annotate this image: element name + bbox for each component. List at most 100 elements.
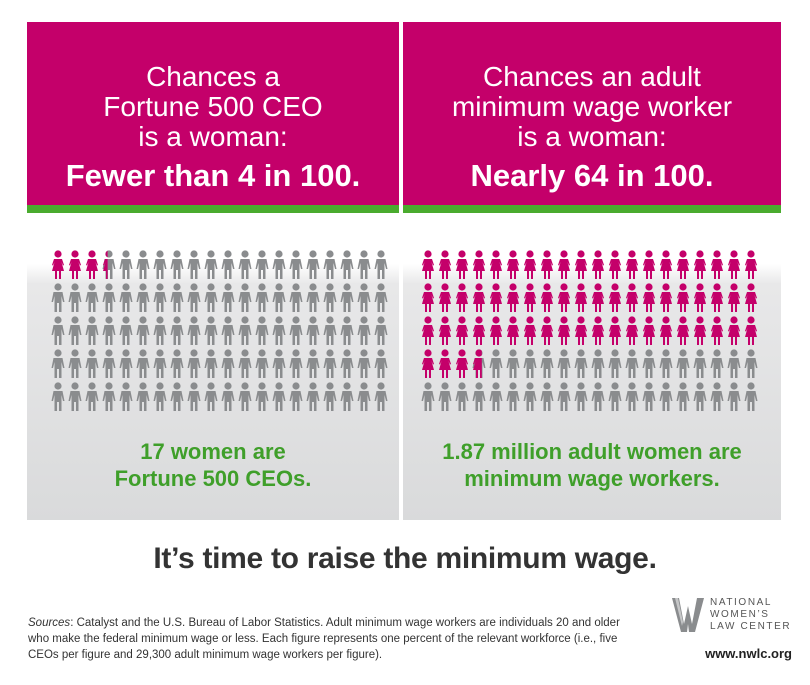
right-person-24-woman	[473, 283, 485, 312]
left-person-32	[238, 283, 252, 312]
left-person-94	[272, 382, 286, 411]
right-person-49-woman	[558, 316, 570, 345]
right-person-46-woman	[507, 316, 519, 345]
right-person-15-woman	[660, 250, 672, 279]
left-person-46	[136, 316, 150, 345]
tagline: It’s time to raise the minimum wage.	[153, 542, 657, 575]
left-caption: 17 women are Fortune 500 CEOs.	[27, 438, 399, 492]
right-person-92	[608, 382, 622, 411]
right-person-45-woman	[490, 316, 502, 345]
left-person-93	[255, 382, 269, 411]
left-person-31	[221, 283, 235, 312]
right-person-93	[625, 382, 639, 411]
left-person-76	[306, 349, 320, 378]
left-figure-box	[27, 244, 399, 520]
right-person-67	[523, 349, 537, 378]
right-person-55-woman	[660, 316, 672, 345]
right-person-65	[489, 349, 503, 378]
left-person-74	[272, 349, 286, 378]
left-person-23	[85, 283, 99, 312]
right-person-56-woman	[677, 316, 689, 345]
left-person-80	[374, 349, 388, 378]
right-person-26-woman	[507, 283, 519, 312]
right-heading-line-1: Chances an adult	[483, 61, 701, 92]
left-person-58	[340, 316, 354, 345]
right-person-2-woman	[439, 250, 451, 279]
right-person-61-woman	[422, 349, 434, 378]
right-person-12-woman	[609, 250, 621, 279]
left-person-47	[153, 316, 167, 345]
right-person-51-woman	[592, 316, 604, 345]
right-person-72	[608, 349, 622, 378]
left-person-97	[323, 382, 337, 411]
left-person-30	[204, 283, 218, 312]
left-person-20	[374, 250, 388, 279]
left-person-70	[204, 349, 218, 378]
right-person-39-woman	[728, 283, 740, 312]
right-person-77	[693, 349, 707, 378]
left-people-grid	[51, 250, 388, 411]
left-person-2-woman	[69, 250, 81, 279]
right-person-81	[421, 382, 435, 411]
right-big-stat: Nearly 64 in 100.	[470, 158, 714, 193]
right-person-50-woman	[575, 316, 587, 345]
left-person-86	[136, 382, 150, 411]
left-person-5	[119, 250, 133, 279]
left-person-37	[323, 283, 337, 312]
right-person-23-woman	[456, 283, 468, 312]
left-person-51	[221, 316, 235, 345]
right-person-34-woman	[643, 283, 655, 312]
left-person-41	[51, 316, 65, 345]
right-person-54-woman	[643, 316, 655, 345]
right-person-52-woman	[609, 316, 621, 345]
right-person-66	[506, 349, 520, 378]
right-person-11-woman	[592, 250, 604, 279]
right-person-16-woman	[677, 250, 689, 279]
left-person-43	[85, 316, 99, 345]
left-person-33	[255, 283, 269, 312]
right-person-25-woman	[490, 283, 502, 312]
left-person-99	[357, 382, 371, 411]
right-person-17-woman	[694, 250, 706, 279]
left-person-26	[136, 283, 150, 312]
right-person-83	[455, 382, 469, 411]
website-link[interactable]: www.nwlc.org	[705, 646, 792, 661]
right-person-100	[744, 382, 758, 411]
sources-label: Sources	[28, 617, 71, 629]
left-person-82	[68, 382, 82, 411]
sources-note: Sources: Catalyst and the U.S. Bureau of…	[28, 615, 638, 663]
nwlc-w-logo-icon	[672, 598, 704, 632]
left-person-8	[170, 250, 184, 279]
left-person-73	[255, 349, 269, 378]
left-person-75	[289, 349, 303, 378]
left-person-38	[340, 283, 354, 312]
left-person-35	[289, 283, 303, 312]
right-person-99	[727, 382, 741, 411]
left-person-4	[102, 250, 116, 279]
right-person-9-woman	[558, 250, 570, 279]
left-person-1-woman	[52, 250, 64, 279]
right-person-82	[438, 382, 452, 411]
right-person-95	[659, 382, 673, 411]
left-person-57	[323, 316, 337, 345]
right-person-7-woman	[524, 250, 536, 279]
left-person-68	[170, 349, 184, 378]
right-heading-line-3: is a woman:	[517, 121, 667, 152]
left-person-56	[306, 316, 320, 345]
right-person-78	[710, 349, 724, 378]
left-heading-line-3: is a woman:	[138, 121, 288, 152]
right-person-43-woman	[456, 316, 468, 345]
left-person-15	[289, 250, 303, 279]
right-person-84	[472, 382, 486, 411]
left-person-88	[170, 382, 184, 411]
left-person-40	[374, 283, 388, 312]
left-person-21	[51, 283, 65, 312]
left-caption-line-2: Fortune 500 CEOs.	[114, 466, 312, 491]
left-person-60	[374, 316, 388, 345]
left-big-stat: Fewer than 4 in 100.	[65, 158, 361, 193]
right-person-41-woman	[422, 316, 434, 345]
left-person-45	[119, 316, 133, 345]
left-person-98	[340, 382, 354, 411]
right-person-86	[506, 382, 520, 411]
sources-text: : Catalyst and the U.S. Bureau of Labor …	[28, 617, 620, 661]
